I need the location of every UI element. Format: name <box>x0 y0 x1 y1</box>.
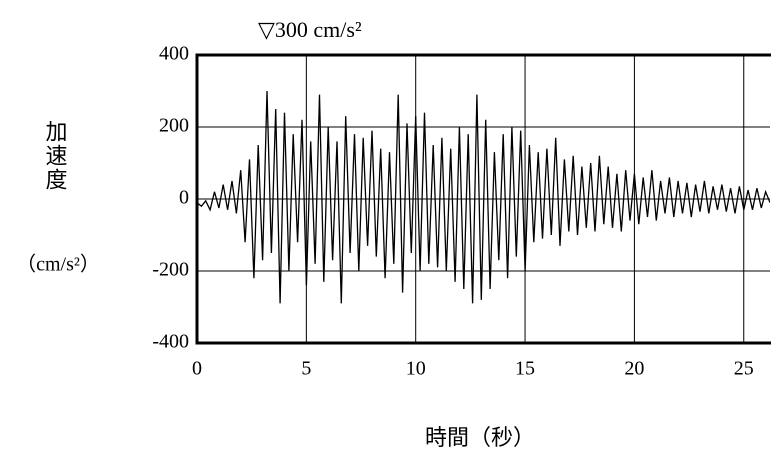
y-axis-label: 加速度 <box>43 120 68 192</box>
y-tick-label: 0 <box>179 187 189 209</box>
y-tick-label: 200 <box>159 115 189 137</box>
y-tick-label: -400 <box>152 331 189 353</box>
x-tick-label: 15 <box>515 358 535 380</box>
y-tick-label: -200 <box>152 259 189 281</box>
y-axis-unit: （cm/s²） <box>16 253 100 276</box>
x-axis-label: 時間（秒） <box>425 425 535 450</box>
annotation: ▽300 cm/s² <box>258 17 362 42</box>
x-tick-label: 10 <box>406 358 426 380</box>
x-tick-label: 25 <box>734 358 754 380</box>
x-tick-label: 0 <box>192 358 202 380</box>
x-tick-label: 5 <box>301 358 311 380</box>
y-tick-label: 400 <box>159 43 189 65</box>
plot-frame <box>195 53 771 345</box>
data-line <box>197 90 770 304</box>
x-tick-label: 20 <box>624 358 644 380</box>
